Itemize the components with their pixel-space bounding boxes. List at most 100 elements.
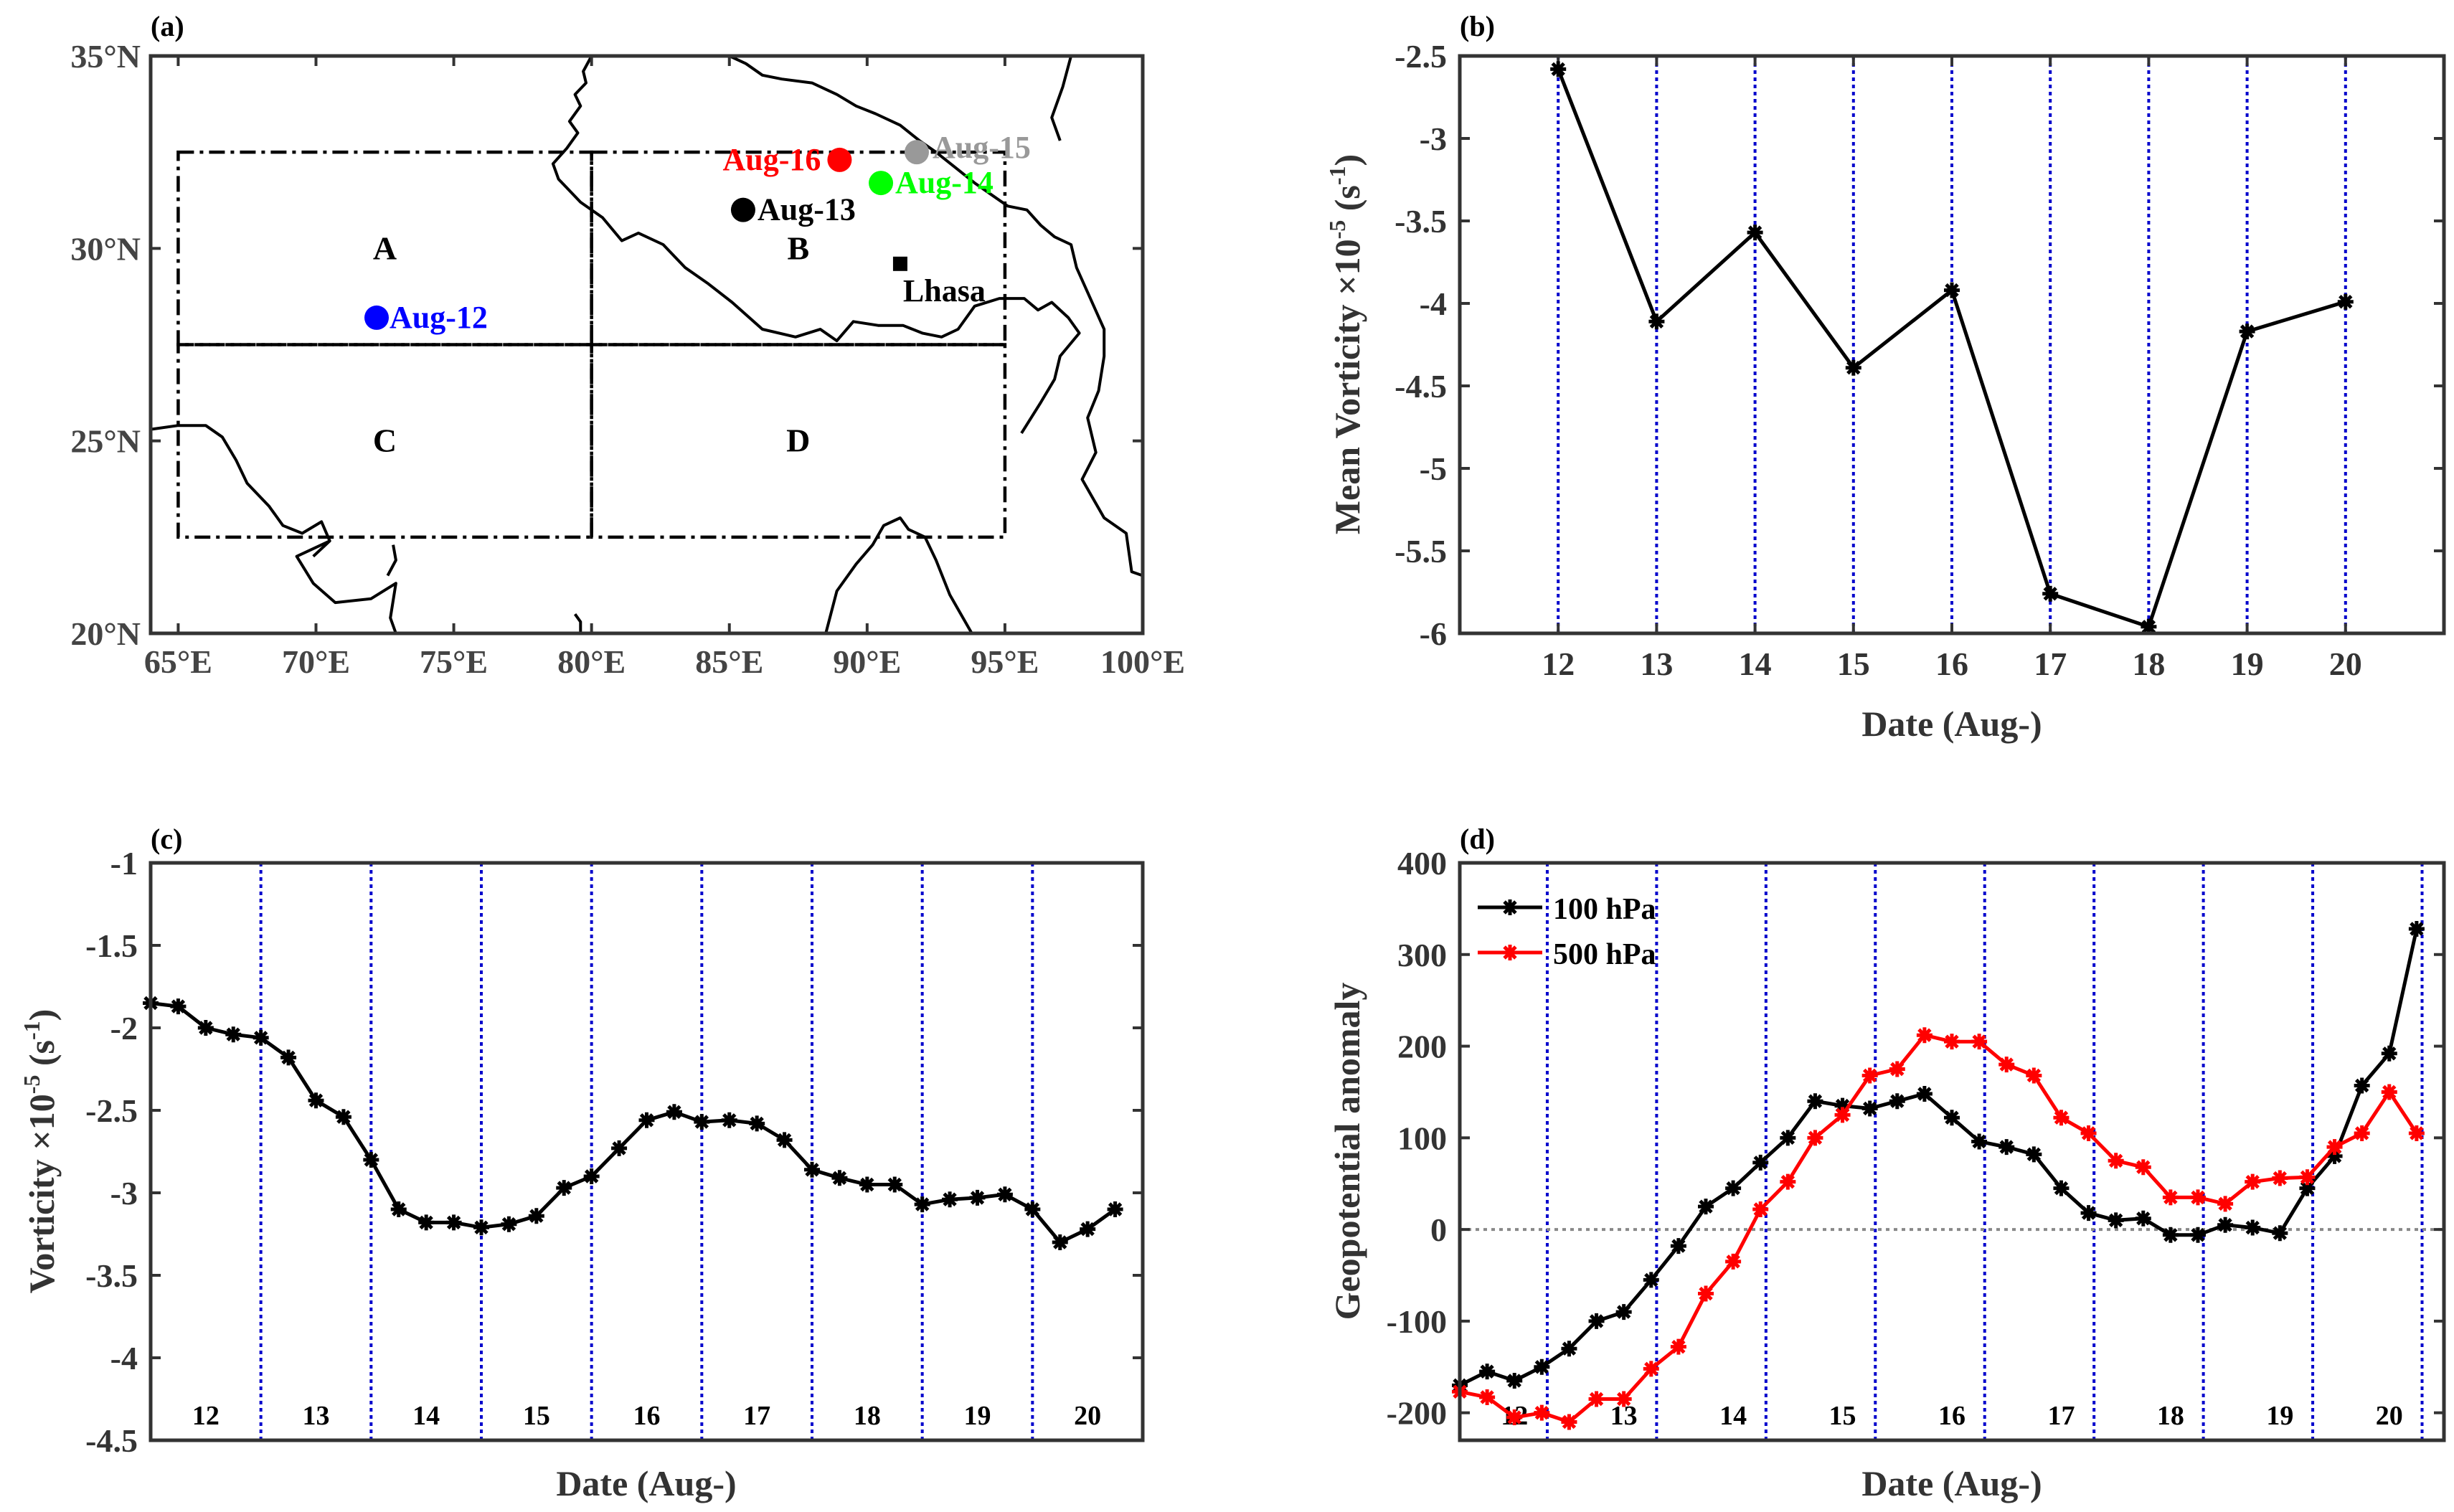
data-point (1648, 313, 1665, 330)
data-point (253, 1029, 269, 1046)
y-tick-label: 20°N (70, 615, 141, 652)
data-point (776, 1132, 793, 1148)
y-tick-label: -4.5 (85, 1422, 138, 1459)
data-point (2408, 1125, 2425, 1141)
data-point (2053, 1110, 2070, 1126)
data-point (2239, 323, 2255, 340)
x-tick-label: 70°E (282, 643, 350, 680)
data-point (556, 1180, 572, 1196)
panel-d-legend: 100 hPa 500 hPa (1478, 893, 1656, 971)
data-point (2217, 1196, 2234, 1212)
boundary-line (824, 516, 973, 634)
x-tick-label: 16 (1935, 646, 1968, 682)
data-point (1670, 1238, 1686, 1255)
x-tick-label: 95°E (971, 643, 1039, 680)
data-point (666, 1104, 682, 1120)
panel-b-ticks: -2.5 -3 -3.5 -4 -4.5 -5 -5.5 -6 12 13 14 15 16 17 18 19… (1394, 38, 2444, 682)
y-tick-label: -5.5 (1394, 533, 1447, 570)
data-point (501, 1216, 517, 1232)
data-point (1561, 1341, 1577, 1357)
data-point (1052, 1234, 1068, 1250)
day-label: 12 (192, 1401, 220, 1431)
track-point-aug-15 (904, 140, 929, 165)
panel-d-series (1452, 921, 2425, 1430)
data-point (1643, 1361, 1659, 1377)
day-label: 19 (2266, 1401, 2293, 1431)
day-label: 17 (2047, 1401, 2075, 1431)
data-point (390, 1201, 407, 1217)
data-point (887, 1176, 903, 1193)
data-point (2053, 1180, 2070, 1196)
data-point (1698, 1199, 1714, 1215)
data-point (2272, 1225, 2288, 1242)
data-point (2337, 293, 2354, 310)
panel-c-xlabel: Date (Aug-) (556, 1463, 736, 1503)
track-label: Aug-12 (390, 300, 488, 335)
y-tick-label: -1 (110, 845, 138, 882)
data-point (1479, 1389, 1496, 1405)
data-point (280, 1049, 297, 1066)
y-tick-label: -4 (1420, 285, 1447, 322)
map-boundaries (150, 55, 1143, 634)
map-ticks: 65°E 70°E 75°E 80°E 85°E 90°E 95°E 100°E 20°N 25°… (70, 38, 1185, 680)
region-box (590, 343, 1007, 539)
data-point (1615, 1391, 1632, 1407)
station-marker (892, 256, 907, 271)
data-point (1944, 282, 1960, 298)
track-point-aug-14 (869, 171, 894, 196)
boundary-line (386, 544, 397, 577)
data-point (1107, 1201, 1123, 1217)
y-tick-label: 400 (1397, 845, 1447, 882)
data-point (528, 1208, 544, 1224)
day-label: 20 (2376, 1401, 2403, 1431)
data-point (2162, 1227, 2179, 1243)
data-point (1479, 1364, 1496, 1380)
data-point (1889, 1093, 1905, 1110)
legend-marker (1502, 899, 1518, 915)
data-point (2042, 585, 2059, 602)
panel-c-chart: (c) -1 -1.5 -2 -2.5 -3 -3.5 -4 -4.5 12 13 14 15 16 17… (19, 823, 1145, 1503)
y-tick-label: 300 (1397, 937, 1447, 973)
data-point (2217, 1216, 2234, 1233)
data-point (1752, 1201, 1769, 1217)
data-point (859, 1176, 875, 1193)
series-line (1556, 68, 2346, 629)
panel-b-chart: (b) -2.5 -3 -3.5 -4 -4.5 -5 -5.5 -6 12 13 14 15 16 17… (1324, 10, 2446, 744)
y-tick-label: -2.5 (1394, 38, 1447, 75)
panel-b-label: (b) (1460, 10, 1495, 42)
data-point (170, 998, 187, 1015)
data-point (1534, 1359, 1550, 1375)
data-point (2141, 618, 2157, 635)
day-label: 20 (1074, 1401, 1101, 1431)
panel-c-day-lines (259, 863, 1144, 1440)
data-point (2354, 1125, 2370, 1141)
data-point (473, 1219, 489, 1236)
region-label: D (786, 422, 810, 459)
y-tick-label: -2.5 (85, 1092, 138, 1129)
data-point (1944, 1110, 1960, 1126)
data-point (1670, 1338, 1686, 1355)
panel-c-frame (148, 861, 1145, 1442)
data-point (1725, 1253, 1742, 1270)
data-point (1971, 1133, 1988, 1150)
y-tick-label: 0 (1430, 1211, 1447, 1248)
panel-a-label: (a) (151, 10, 184, 42)
y-tick-label: -200 (1387, 1395, 1447, 1432)
data-point (1506, 1409, 1523, 1426)
day-label: 15 (1829, 1401, 1856, 1431)
panel-c-ylabel: Vorticity ×10-5 (s-1) (19, 1009, 62, 1294)
data-point (996, 1186, 1013, 1203)
data-point (1725, 1180, 1742, 1196)
day-label: 16 (633, 1401, 661, 1431)
data-point (1561, 1414, 1577, 1430)
y-tick-label: 25°N (70, 423, 141, 460)
data-point (1780, 1173, 1796, 1190)
region-label: A (373, 230, 397, 266)
day-label: 15 (523, 1401, 550, 1431)
panel-b-frame (1458, 54, 2446, 635)
panel-d-label: (d) (1460, 823, 1495, 855)
data-point (2135, 1210, 2151, 1227)
region-label: B (787, 230, 809, 266)
